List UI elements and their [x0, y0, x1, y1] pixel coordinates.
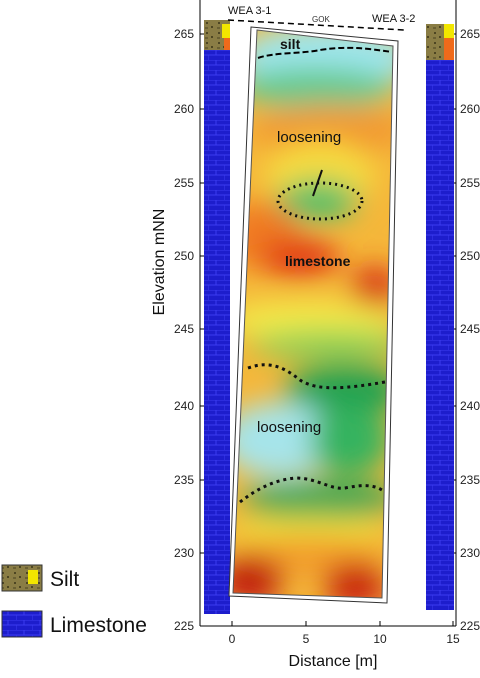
borehole-left	[204, 20, 230, 614]
well-label-left: WEA 3-1	[228, 5, 271, 17]
x-tick-label: 15	[446, 632, 460, 646]
anomaly-green-lower	[310, 404, 390, 476]
y-tick-label-right: 260	[460, 102, 480, 116]
legend-silt-label: Silt	[50, 568, 79, 591]
loosening-upper-label: loosening	[277, 129, 341, 146]
loosening-pointer-line	[312, 169, 323, 197]
borehole-right-limestone	[426, 60, 454, 610]
y-tick-label-left: 235	[174, 473, 194, 487]
anomaly-red-right	[351, 266, 393, 314]
anomaly-green-dark	[285, 364, 393, 416]
anomaly-green-top	[235, 68, 393, 108]
x-tick-label: 5	[303, 632, 310, 646]
anomaly-yellow-band	[233, 300, 393, 340]
anomaly-yellow-deep	[233, 516, 390, 544]
anomaly-red-bottom-left	[233, 556, 284, 598]
y-tick-label-right: 230	[460, 546, 480, 560]
borehole-right	[426, 24, 454, 610]
y-tick-label-left: 240	[174, 399, 194, 413]
y-tick-label-right: 255	[460, 176, 480, 190]
y-tick-label-right: 225	[460, 619, 480, 633]
y-tick-label-left: 225	[174, 619, 194, 633]
y-tick-label-left: 260	[174, 102, 194, 116]
anomaly-green-deep	[240, 482, 393, 518]
y-tick-label-right: 250	[460, 249, 480, 263]
y-tick-label-left: 265	[174, 27, 194, 41]
loosening-upper-boundary	[247, 363, 386, 390]
loosening-zone-outline	[276, 181, 364, 221]
y-tick-label-right: 245	[460, 322, 480, 336]
y-tick-label-left: 250	[174, 249, 194, 263]
borehole-left-silt-orange	[224, 38, 230, 50]
y-tick-label-right: 240	[460, 399, 480, 413]
y-tick-label-right: 235	[460, 473, 480, 487]
borehole-right-silt-orange	[444, 38, 454, 60]
anomaly-orange-top	[250, 104, 393, 156]
surface-label: GOK	[312, 15, 330, 24]
y-tick-label-right: 265	[460, 27, 480, 41]
borehole-left-limestone	[204, 50, 230, 614]
silt-label: silt	[280, 36, 301, 52]
anomaly-cyan-lower	[233, 402, 340, 478]
loosening-lower-label: loosening	[257, 419, 321, 436]
x-tick-label: 0	[229, 632, 236, 646]
borehole-left-silt-yellow	[222, 24, 230, 38]
well-label-right: WEA 3-2	[372, 13, 415, 25]
anomaly-red-bottom-right	[323, 563, 387, 598]
silt-boundary-line	[257, 46, 393, 59]
legend-limestone-label: Limestone	[50, 614, 147, 637]
tomography-panel	[228, 26, 399, 604]
y-tick-label-left: 230	[174, 546, 194, 560]
y-tick-label-left: 245	[174, 322, 194, 336]
y-tick-label-left: 255	[174, 176, 194, 190]
anomaly-green-loosening	[278, 180, 358, 220]
legend-limestone-swatch	[1, 610, 43, 638]
limestone-label: limestone	[285, 253, 351, 269]
borehole-right-silt-yellow	[444, 24, 454, 38]
anomaly-green-band	[250, 331, 393, 359]
x-axis-title: Distance [m]	[289, 653, 378, 670]
legend: Silt Limestone	[1, 564, 147, 638]
anomaly-red-band	[260, 238, 340, 278]
panel-frame-inner	[232, 29, 394, 599]
x-tick-label: 10	[373, 632, 387, 646]
axis-frame	[199, 0, 457, 627]
legend-silt-swatch-yellow	[28, 570, 38, 584]
y-axis-title: Elevation mNN	[151, 209, 168, 316]
